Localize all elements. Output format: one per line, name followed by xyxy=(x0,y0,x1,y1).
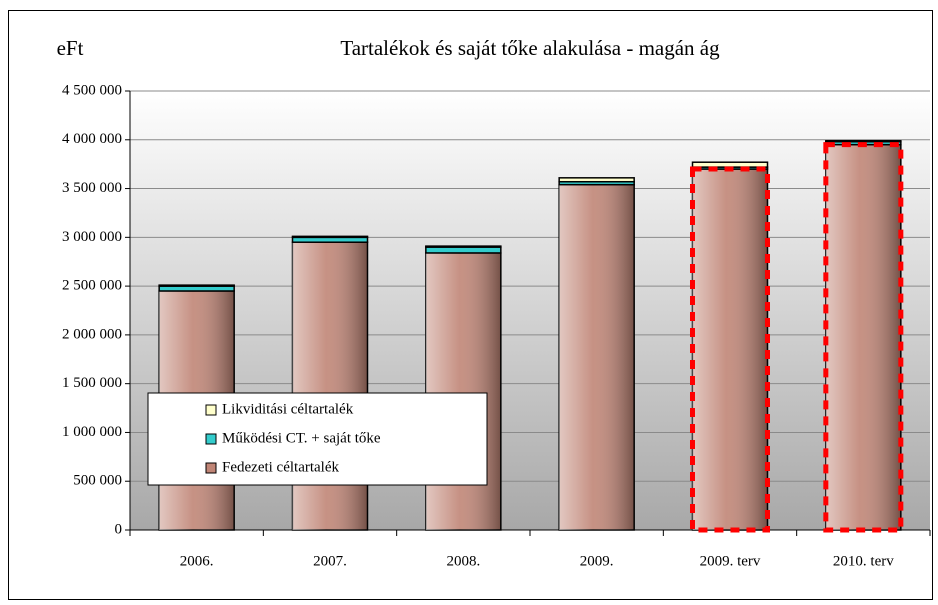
y-tick-label: 2 000 000 xyxy=(62,326,122,342)
bar-shading xyxy=(292,242,368,530)
bar-segment xyxy=(291,235,369,239)
legend-label: Fedezeti céltartalék xyxy=(222,459,340,475)
y-tick-label: 1 000 000 xyxy=(62,424,122,440)
bar-segment xyxy=(425,246,502,254)
bar-segment xyxy=(558,177,635,183)
legend-swatch xyxy=(205,404,217,416)
legend-box xyxy=(147,392,488,486)
bar-shading xyxy=(559,184,635,531)
bar-shading xyxy=(825,144,901,530)
y-axis-label: eFt xyxy=(57,36,84,60)
x-tick-label: 2010. terv xyxy=(833,553,894,569)
bar-segment xyxy=(425,245,502,248)
bar-shading xyxy=(692,169,768,531)
y-tick-label: 4 500 000 xyxy=(62,82,122,98)
x-tick-label: 2008. xyxy=(446,553,480,569)
bar-shading xyxy=(425,252,501,531)
x-tick-label: 2009. xyxy=(580,553,614,569)
y-tick-label: 500 000 xyxy=(73,473,122,489)
highlight-outline xyxy=(690,166,770,533)
x-tick-label: 2009. terv xyxy=(700,553,761,569)
legend-swatch xyxy=(205,433,217,445)
legend-label: Működési CT. + saját tőke xyxy=(222,430,381,446)
y-tick-label: 3 500 000 xyxy=(62,180,122,196)
highlight-outline xyxy=(823,142,904,533)
bar-segment xyxy=(825,140,902,143)
bar-segment xyxy=(691,161,769,168)
x-tick-label: 2007. xyxy=(313,553,347,569)
y-tick-label: 0 xyxy=(115,521,123,537)
legend-label: Likviditási céltartalék xyxy=(222,401,354,417)
y-tick-label: 1 500 000 xyxy=(62,375,122,391)
bar-segment xyxy=(158,284,235,287)
y-tick-label: 2 500 000 xyxy=(62,278,122,294)
chart-title: Tartalékok és saját tőke alakulása - mag… xyxy=(340,36,720,60)
x-tick-label: 2006. xyxy=(180,553,214,569)
y-tick-label: 3 000 000 xyxy=(62,229,122,245)
y-tick-label: 4 000 000 xyxy=(62,131,122,147)
legend-swatch xyxy=(205,462,217,474)
